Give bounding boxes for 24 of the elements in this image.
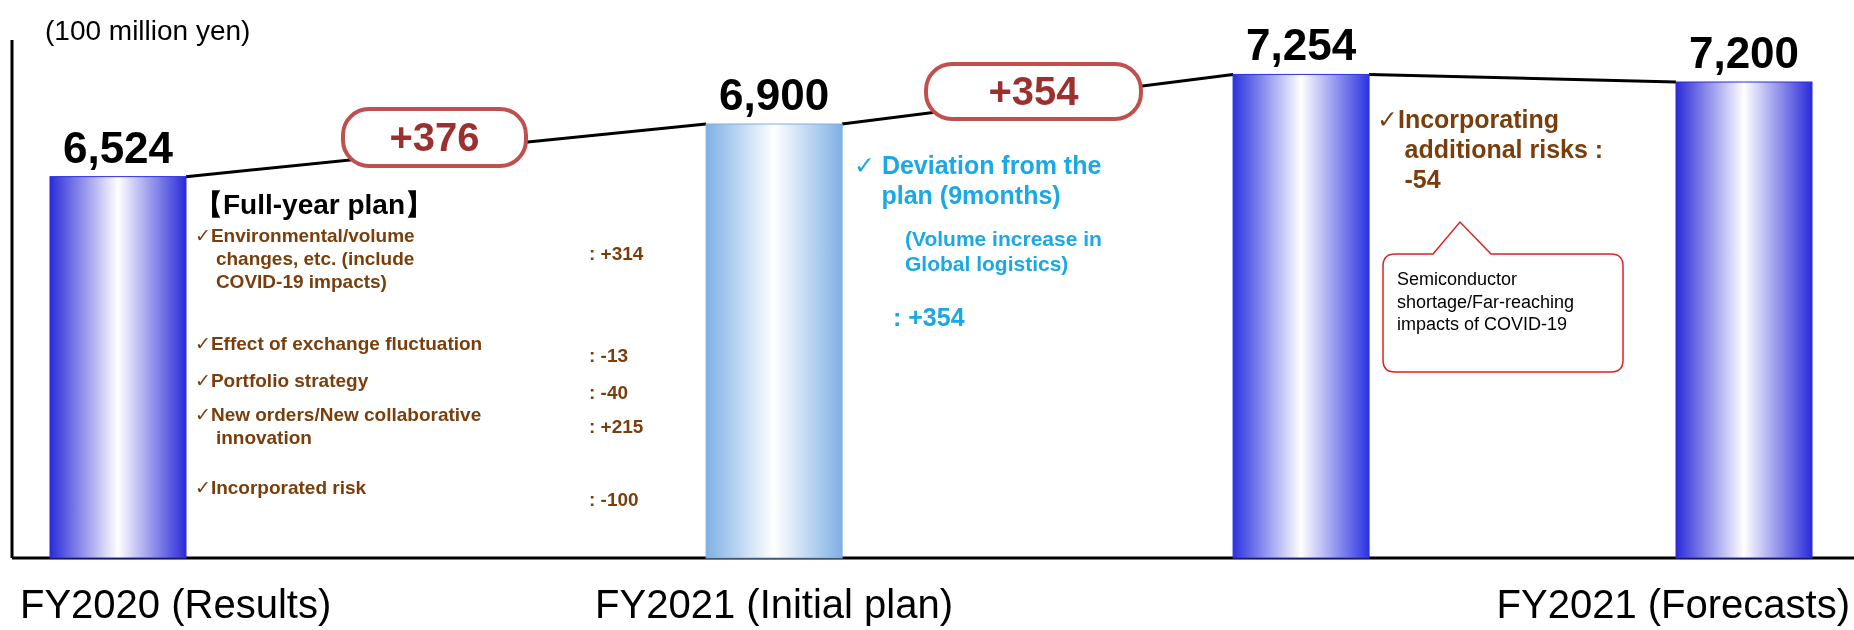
annotation: : -40 bbox=[589, 382, 630, 405]
annotation: : +354 bbox=[893, 302, 966, 332]
annotation: ✓Incorporated risk bbox=[195, 477, 367, 498]
data-label: 7,200 bbox=[1688, 28, 1800, 77]
x-tick-label: FY2021 (Initial plan) bbox=[595, 582, 954, 626]
annotation: ✓Incorporating additional risks : -54 bbox=[1377, 104, 1605, 194]
x-tick-label: FY2021 (Forecasts) bbox=[1496, 582, 1850, 626]
annotation: : -13 bbox=[589, 345, 630, 368]
x-tick-label: FY2020 (Results) bbox=[20, 582, 332, 626]
annotation: : -100 bbox=[589, 489, 640, 512]
annotation: ✓Portfolio strategy bbox=[195, 370, 369, 391]
y-axis-title: (100 million yen) bbox=[45, 15, 251, 46]
data-label: 6,900 bbox=[719, 70, 830, 119]
annotation: : +314 bbox=[589, 243, 645, 266]
annotation: ✓Effect of exchange fluctuation bbox=[195, 333, 483, 354]
annotation: (Volume increase in Global logistics) bbox=[905, 226, 1103, 277]
annotation: : +215 bbox=[589, 416, 645, 439]
annotation: Semiconductor shortage/Far-reaching impacts of COVID-19 bbox=[1396, 268, 1576, 336]
data-label: 7,254 bbox=[1246, 20, 1357, 70]
annotation: ✓Environmental/volume changes, etc. (include COVID-19 impacts) bbox=[195, 225, 416, 294]
annotation: ✓New orders/New collaborative innovation bbox=[195, 404, 483, 450]
data-label: 6,524 bbox=[62, 122, 174, 172]
annotation: 【Full-year plan】 bbox=[195, 188, 435, 222]
annotation: ✓ Deviation from the plan (9months) bbox=[854, 150, 1103, 210]
